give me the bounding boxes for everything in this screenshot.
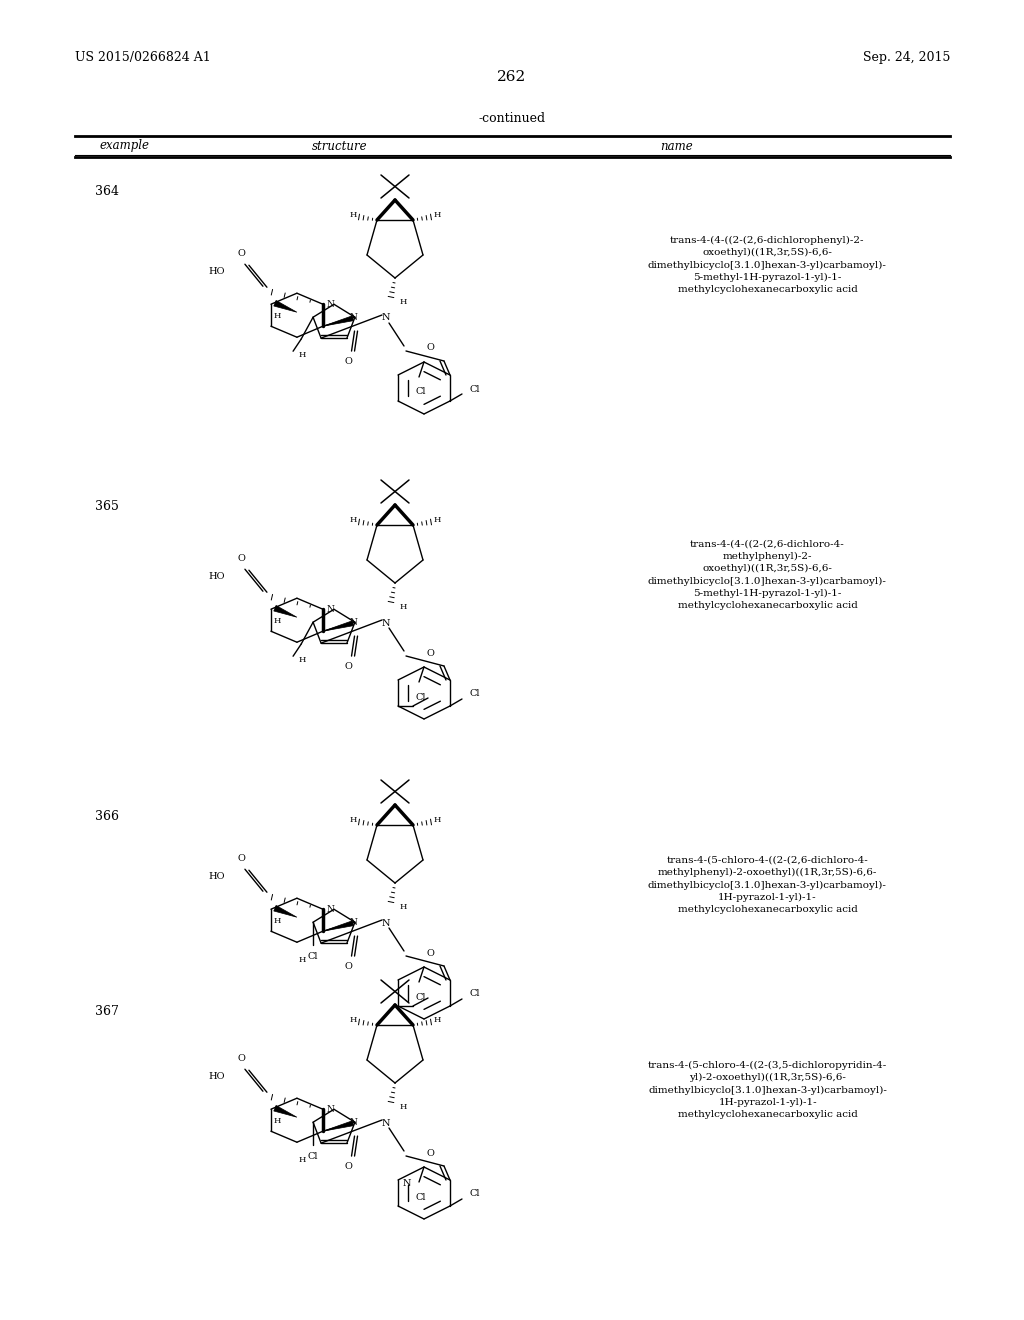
Polygon shape [273,301,297,313]
Text: trans-4-(5-chloro-4-((2-(3,5-dichloropyridin-4-
yl)-2-oxoethyl)((1R,3r,5S)-6,6-
: trans-4-(5-chloro-4-((2-(3,5-dichloropyr… [648,1061,887,1119]
Polygon shape [273,1105,297,1117]
Text: O: O [426,648,434,657]
Text: N: N [326,605,334,614]
Text: N: N [326,300,334,309]
Text: H: H [274,618,282,626]
Text: H: H [274,313,282,321]
Text: H: H [349,816,356,824]
Polygon shape [323,1121,353,1131]
Text: Cl: Cl [416,1192,427,1201]
Text: H: H [433,516,440,524]
Text: Cl: Cl [308,952,318,961]
Text: O: O [345,961,352,970]
Text: Cl: Cl [470,689,480,698]
Text: O: O [238,248,246,257]
Text: N: N [326,904,334,913]
Text: N: N [382,1118,390,1127]
Text: HO: HO [209,871,225,880]
Text: 366: 366 [95,810,119,822]
Text: O: O [238,854,246,863]
Text: H: H [400,298,408,306]
Text: H: H [349,211,356,219]
Text: N: N [349,1118,357,1127]
Text: N: N [349,917,357,927]
Text: H: H [400,1104,408,1111]
Text: H: H [400,603,408,611]
Text: H: H [298,956,305,964]
Text: O: O [345,356,352,366]
Text: HO: HO [209,267,225,276]
Text: structure: structure [312,140,368,153]
Text: O: O [345,1162,352,1171]
Polygon shape [273,906,297,917]
Text: H: H [298,351,305,359]
Text: example: example [100,140,150,153]
Text: HO: HO [209,1072,225,1081]
Text: O: O [238,1053,246,1063]
Text: H: H [433,1016,440,1024]
Text: N: N [382,919,390,928]
Text: trans-4-(5-chloro-4-((2-(2,6-dichloro-4-
methylphenyl)-2-oxoethyl)((1R,3r,5S)-6,: trans-4-(5-chloro-4-((2-(2,6-dichloro-4-… [648,855,887,913]
Text: O: O [426,1148,434,1158]
Text: N: N [382,619,390,627]
Text: O: O [238,553,246,562]
Text: Cl: Cl [470,1189,480,1199]
Text: N: N [349,313,357,322]
Text: N: N [326,1105,334,1114]
Text: H: H [349,516,356,524]
Text: Cl: Cl [416,993,427,1002]
Text: Cl: Cl [416,693,427,701]
Text: US 2015/0266824 A1: US 2015/0266824 A1 [75,50,211,63]
Text: 367: 367 [95,1005,119,1018]
Text: trans-4-(4-((2-(2,6-dichlorophenyl)-2-
oxoethyl)((1R,3r,5S)-6,6-
dimethylbicyclo: trans-4-(4-((2-(2,6-dichlorophenyl)-2- o… [648,236,887,294]
Text: N: N [403,1179,412,1188]
Polygon shape [323,315,353,326]
Text: name: name [660,140,693,153]
Text: O: O [426,343,434,352]
Text: trans-4-(4-((2-(2,6-dichloro-4-
methylphenyl)-2-
oxoethyl)((1R,3r,5S)-6,6-
dimet: trans-4-(4-((2-(2,6-dichloro-4- methylph… [648,540,887,610]
Text: Cl: Cl [308,1152,318,1160]
Text: -continued: -continued [478,111,546,124]
Text: 364: 364 [95,185,119,198]
Text: O: O [426,949,434,957]
Polygon shape [323,921,353,931]
Text: N: N [349,618,357,627]
Polygon shape [273,606,297,618]
Text: N: N [382,314,390,322]
Text: H: H [298,656,305,664]
Text: 365: 365 [95,500,119,513]
Text: O: O [345,661,352,671]
Text: H: H [400,903,408,911]
Text: H: H [433,211,440,219]
Text: 262: 262 [498,70,526,84]
Polygon shape [323,620,353,631]
Text: H: H [274,917,282,925]
Text: Sep. 24, 2015: Sep. 24, 2015 [862,50,950,63]
Text: HO: HO [209,572,225,581]
Text: H: H [274,1117,282,1125]
Text: H: H [298,1156,305,1164]
Text: H: H [433,816,440,824]
Text: Cl: Cl [470,384,480,393]
Text: Cl: Cl [416,388,427,396]
Text: Cl: Cl [470,990,480,998]
Text: H: H [349,1016,356,1024]
